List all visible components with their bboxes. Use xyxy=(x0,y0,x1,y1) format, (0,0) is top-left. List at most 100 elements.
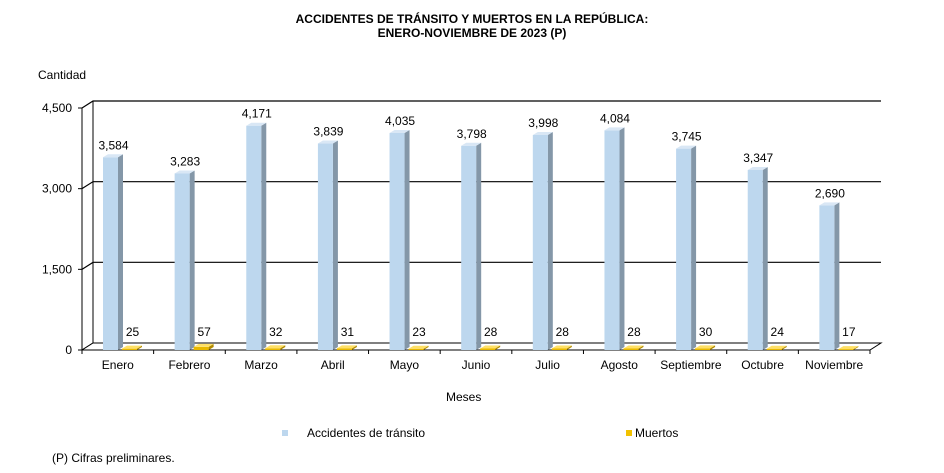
bar-accidentes xyxy=(103,157,118,350)
bar-top xyxy=(103,154,123,158)
bar-accidentes xyxy=(174,173,190,350)
bar-muertos xyxy=(480,348,496,350)
bar-side xyxy=(137,345,142,350)
bar-side xyxy=(762,167,768,350)
chart-title: ACCIDENTES DE TRÁNSITO Y MUERTOS EN LA R… xyxy=(295,12,649,26)
bar-side xyxy=(691,145,697,350)
bar-top xyxy=(336,345,357,349)
x-tick-label: Mayo xyxy=(390,358,420,372)
legend-label-muertos: Muertos xyxy=(635,426,679,440)
data-label: 3,798 xyxy=(457,127,487,141)
bar-side xyxy=(351,345,357,350)
bar-side xyxy=(423,345,429,350)
x-tick-label: Enero xyxy=(102,358,134,372)
bar-side xyxy=(619,127,625,351)
bar-side xyxy=(280,345,286,350)
x-tick-label: Febrero xyxy=(168,358,210,372)
bar-muertos xyxy=(695,348,711,350)
data-label: 4,171 xyxy=(242,107,272,121)
gridline xyxy=(81,100,881,109)
data-label: 30 xyxy=(699,325,713,339)
data-label: 23 xyxy=(412,325,426,339)
bar-top xyxy=(480,345,501,349)
bar-side xyxy=(547,131,553,350)
bar-side xyxy=(208,343,214,350)
data-label: 31 xyxy=(341,325,355,339)
bar-side xyxy=(834,202,840,350)
bar-side xyxy=(566,345,572,350)
data-label: 57 xyxy=(197,325,211,339)
bar-side xyxy=(118,154,123,350)
data-label: 28 xyxy=(484,325,498,339)
bar-accidentes xyxy=(317,143,333,350)
bar-accidentes xyxy=(604,130,620,350)
bar-top xyxy=(193,343,214,347)
x-tick-label: Octubre xyxy=(741,358,784,372)
data-label: 25 xyxy=(126,325,140,339)
bar-top xyxy=(122,345,142,349)
bar-side xyxy=(638,345,644,350)
bar-top xyxy=(838,346,859,350)
bar-muertos xyxy=(623,348,639,350)
bar-muertos xyxy=(766,348,782,350)
bar-muertos xyxy=(408,348,424,350)
bar-top xyxy=(551,345,572,349)
bar-top xyxy=(389,130,410,134)
data-label: 3,584 xyxy=(98,138,128,152)
data-label: 3,839 xyxy=(313,125,343,139)
data-label: 24 xyxy=(771,325,785,339)
data-label: 17 xyxy=(842,325,856,339)
bar-top xyxy=(766,345,787,349)
data-label: 28 xyxy=(627,325,641,339)
data-label: 3,347 xyxy=(743,151,773,165)
x-tick-label: Marzo xyxy=(244,358,278,372)
bar-side xyxy=(853,346,859,350)
bar-top xyxy=(695,345,716,349)
data-label: 3,998 xyxy=(528,116,558,130)
bar-top xyxy=(317,140,338,144)
legend-swatch-muertos xyxy=(626,430,632,436)
bar-side xyxy=(710,345,716,350)
bar-muertos xyxy=(265,348,281,350)
x-axis-label: Meses xyxy=(446,390,482,404)
bar-side xyxy=(261,122,267,350)
bar-top xyxy=(604,127,625,131)
bar-side xyxy=(781,345,787,350)
bar-muertos xyxy=(122,348,137,350)
bar-muertos xyxy=(551,348,567,350)
bar-top xyxy=(623,345,644,349)
y-tick-label: 0 xyxy=(65,343,72,357)
bar-top xyxy=(676,145,697,149)
data-label: 4,035 xyxy=(385,114,415,128)
bar-top xyxy=(461,142,482,146)
bar-top xyxy=(174,170,195,174)
legend-label-accidentes: Accidentes de tránsito xyxy=(307,426,426,440)
bar-accidentes xyxy=(532,134,548,350)
bar-top xyxy=(819,202,840,206)
chart-subtitle: ENERO-NOVIEMBRE DE 2023 (P) xyxy=(377,26,567,40)
x-tick-label: Noviembre xyxy=(805,358,863,372)
bar-top xyxy=(265,345,286,349)
bar-top xyxy=(408,345,429,349)
x-tick-label: Agosto xyxy=(601,358,639,372)
data-label: 2,690 xyxy=(815,186,845,200)
bar-accidentes xyxy=(819,205,835,350)
bar-side xyxy=(189,170,195,350)
bar-muertos xyxy=(838,349,854,350)
bar-top xyxy=(532,131,553,135)
y-tick-label: 4,500 xyxy=(42,101,72,115)
x-tick-label: Julio xyxy=(535,358,560,372)
bar-side xyxy=(404,130,410,350)
bar-accidentes xyxy=(747,170,763,350)
bar-muertos xyxy=(336,348,352,350)
y-tick-label: 3,000 xyxy=(42,182,72,196)
x-tick-label: Septiembre xyxy=(660,358,722,372)
bar-muertos xyxy=(193,346,209,350)
bar-accidentes xyxy=(461,145,477,350)
x-tick-label: Junio xyxy=(462,358,491,372)
bar-side xyxy=(495,345,501,350)
bar-top xyxy=(747,167,768,171)
data-label: 4,084 xyxy=(600,111,630,125)
